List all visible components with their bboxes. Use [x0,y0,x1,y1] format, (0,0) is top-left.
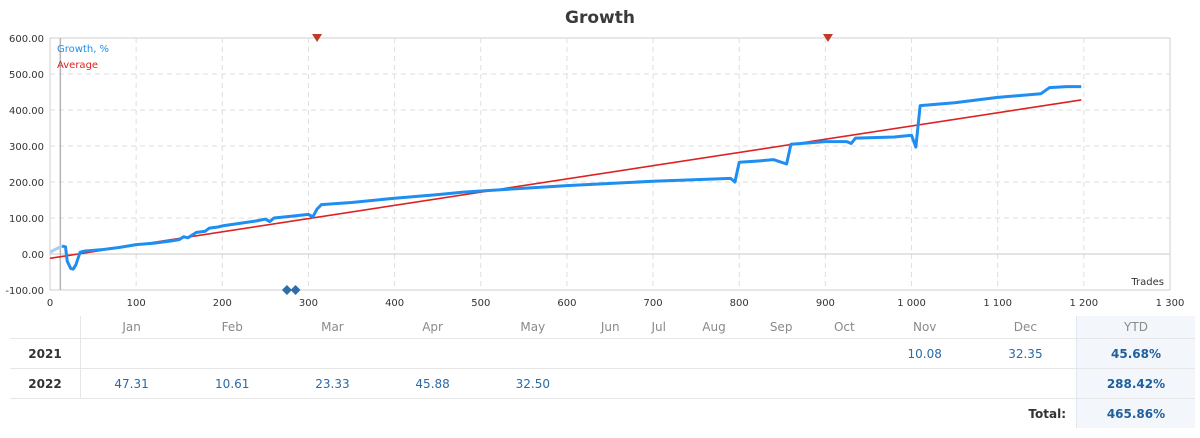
x-tick-label: 400 [385,298,404,309]
withdrawal-marker [290,285,301,295]
total-label: Total: [1028,406,1066,421]
x-tick-label: 900 [816,298,835,309]
month-header: Oct [814,316,875,339]
month-value-cell: 10.08 [874,338,975,369]
y-tick-label: 200.00 [9,178,44,189]
month-value-cell [974,368,1077,399]
header-corner [10,316,81,339]
month-value-cell: 23.33 [282,368,383,399]
y-tick-label: 400.00 [9,106,44,117]
month-value-cell [482,338,583,369]
ytd-value-cell: 288.42% [1076,368,1195,399]
x-tick-label: 300 [299,298,318,309]
month-header: Feb [182,316,283,339]
y-tick-label: 300.00 [9,142,44,153]
x-tick-label: 500 [471,298,490,309]
x-tick-label: 600 [557,298,576,309]
table-row: 2021 10.08 32.35 45.68% [10,338,1195,369]
month-value-cell: 32.35 [974,338,1077,369]
month-value-cell [182,338,283,369]
y-tick-label: 500.00 [9,70,44,81]
growth-line [61,85,1082,271]
x-tick-label: 0 [47,298,53,309]
x-tick-label: 1 100 [983,298,1012,309]
month-value-cell [874,368,975,399]
month-header: May [482,316,583,339]
monthly-returns-table: Jan Feb Mar Apr May Jun Jul Aug Sep Oct Nov Dec YTD … [10,316,1195,428]
y-tick-label: -100.00 [5,286,44,297]
month-header: Apr [382,316,483,339]
month-header: Nov [874,316,975,339]
chart-grid [49,37,1171,291]
deposit-marker [312,34,323,42]
y-tick-label: 600.00 [9,34,44,45]
table-row: 2022 47.31 10.61 23.33 45.88 32.50 288.42% [10,368,1195,399]
x-tick-label: 200 [213,298,232,309]
month-header: Jul [637,316,680,339]
month-value-cell: 47.31 [80,368,183,399]
ytd-header: YTD [1076,316,1195,339]
month-header: Jan [80,316,183,339]
chart-legend: Growth, % Average [57,44,109,71]
axis-tick-labels: 0 100 200 300 400 500 600 700 800 900 1 000 1 100 1 … [5,34,1184,309]
x-tick-label: 800 [730,298,749,309]
deposit-marker [822,34,833,42]
month-value-cell [637,338,680,369]
month-value-cell: 10.61 [182,368,283,399]
month-value-cell [814,368,875,399]
month-value-cell [637,368,680,399]
total-value: 465.86% [1076,398,1195,428]
month-value-cell [80,338,183,369]
month-header: Mar [282,316,383,339]
month-value-cell: 32.50 [482,368,583,399]
x-tick-label: 1 200 [1070,298,1099,309]
x-tick-label: 700 [644,298,663,309]
x-tick-label: 100 [127,298,146,309]
month-value-cell [814,338,875,369]
y-tick-label: 100.00 [9,214,44,225]
month-value-cell [679,368,749,399]
year-cell: 2021 [10,338,81,369]
growth-series [49,85,1082,271]
month-value-cell [582,368,638,399]
x-axis-label: Trades [1130,277,1164,288]
legend-average: Average [57,60,98,71]
month-value-cell [282,338,383,369]
month-header: Dec [974,316,1077,339]
chart-markers [281,34,833,295]
month-value-cell [679,338,749,369]
month-value-cell [382,338,483,369]
year-cell: 2022 [10,368,81,399]
month-value-cell [748,368,815,399]
legend-growth: Growth, % [57,44,109,55]
ytd-value-cell: 45.68% [1076,338,1195,369]
month-header: Aug [679,316,749,339]
chart-title: Growth [565,8,635,28]
growth-chart: 0 100 200 300 400 500 600 700 800 900 1 000 1 100 1 … [5,34,1184,309]
month-header: Jun [582,316,638,339]
withdrawal-marker [281,285,292,295]
month-header: Sep [748,316,815,339]
total-row: Total: 465.86% [10,398,1195,428]
month-value-cell [748,338,815,369]
table-header-row: Jan Feb Mar Apr May Jun Jul Aug Sep Oct Nov Dec YTD [10,316,1195,339]
average-series [49,99,1082,260]
x-tick-label: 1 300 [1156,298,1185,309]
month-value-cell: 45.88 [382,368,483,399]
x-tick-label: 1 000 [897,298,926,309]
growth-line-start [49,244,63,254]
month-value-cell [582,338,638,369]
plot-frame [49,37,1171,291]
average-line [49,99,1082,260]
y-tick-label: 0.00 [22,250,44,261]
